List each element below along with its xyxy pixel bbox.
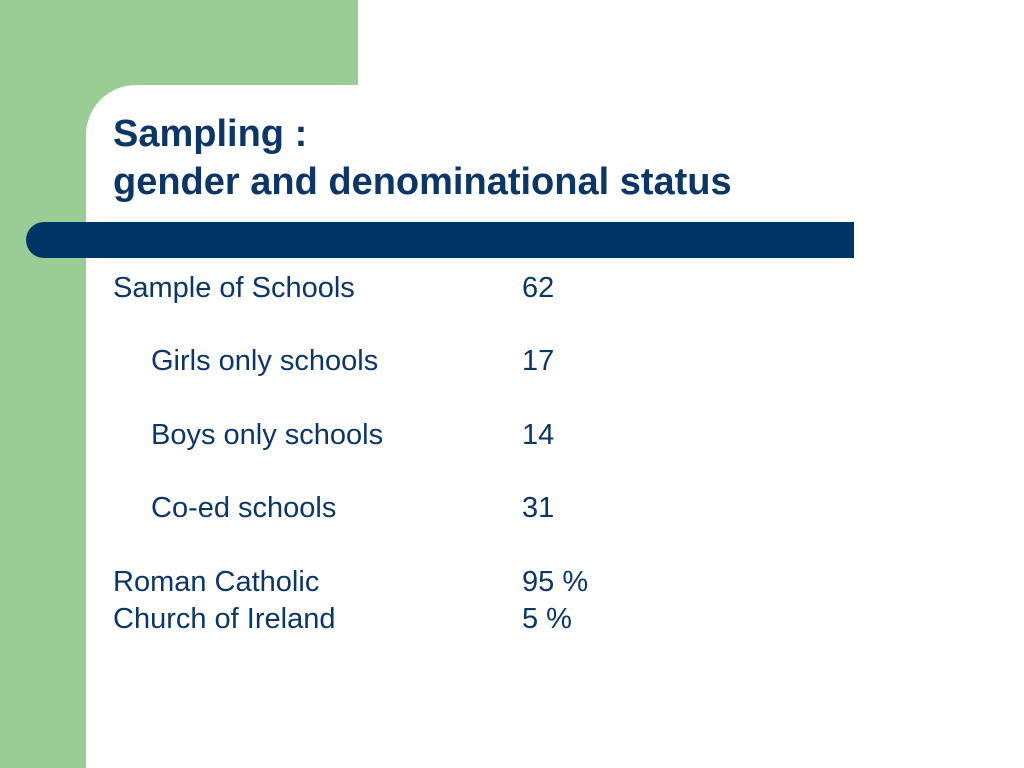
title-divider-bar: [26, 222, 854, 258]
row-value: 62: [522, 272, 555, 304]
row-value: 95 %: [522, 566, 589, 598]
content-panel: [86, 85, 1024, 768]
row-label: Boys only schools: [151, 419, 384, 451]
row-label: Sample of Schools: [113, 272, 355, 304]
title-line-2: gender and denominational status: [113, 161, 732, 203]
row-label: Co-ed schools: [151, 492, 337, 524]
slide-title: Sampling : gender and denominational sta…: [113, 110, 732, 206]
row-label: Girls only schools: [151, 345, 379, 377]
row-label: Roman Catholic: [113, 566, 320, 598]
row-value: 31: [522, 492, 555, 524]
title-line-1: Sampling :: [113, 113, 308, 155]
row-value: 5 %: [522, 603, 572, 635]
row-label: Church of Ireland: [113, 603, 336, 635]
row-value: 17: [522, 345, 555, 377]
row-value: 14: [522, 419, 555, 451]
